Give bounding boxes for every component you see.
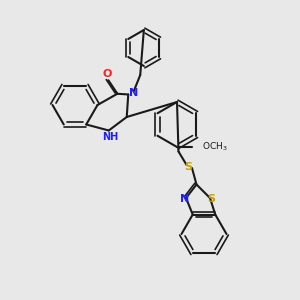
- Text: N: N: [129, 88, 138, 98]
- Text: OCH$_3$: OCH$_3$: [202, 141, 227, 153]
- Text: NH: NH: [102, 132, 119, 142]
- Text: N: N: [180, 194, 189, 205]
- Text: S: S: [208, 194, 215, 205]
- Text: O: O: [102, 69, 112, 79]
- Text: S: S: [184, 161, 192, 172]
